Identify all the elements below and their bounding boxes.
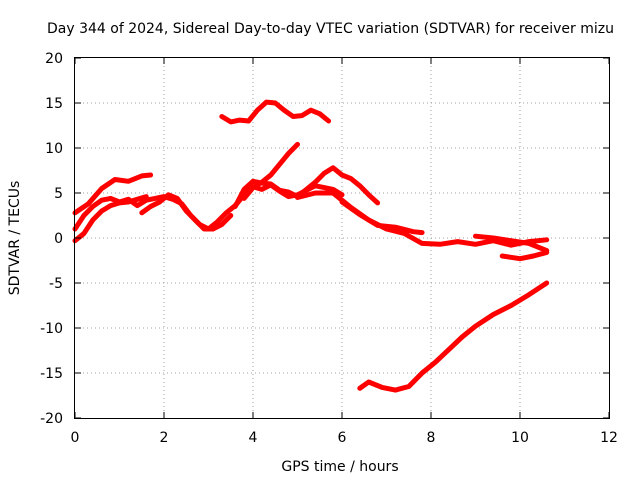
y-tick-label: -15 bbox=[40, 366, 63, 382]
y-tick-label: 10 bbox=[45, 141, 63, 157]
y-tick-label: 20 bbox=[45, 51, 63, 67]
series-arc-10 bbox=[473, 233, 550, 254]
y-tick-label: 0 bbox=[54, 231, 63, 247]
y-tick-label: 5 bbox=[54, 186, 63, 202]
series-layer bbox=[72, 99, 550, 393]
series-arc-11 bbox=[499, 249, 550, 262]
series-arc-6 bbox=[241, 141, 300, 201]
series-arc-12 bbox=[357, 280, 550, 393]
axis-ticks: 0 2 4 6 8 10 12 -20 -15 -10 -5 0 5 10 15 20 bbox=[40, 51, 618, 446]
grid bbox=[75, 58, 609, 418]
plot-frame bbox=[74, 57, 610, 419]
x-tick-label: 4 bbox=[249, 430, 258, 446]
x-tick-label: 10 bbox=[511, 430, 529, 446]
chart-title: Day 344 of 2024, Sidereal Day-to-day VTE… bbox=[47, 21, 614, 37]
series-arc-8 bbox=[295, 190, 550, 248]
x-tick-label: 8 bbox=[427, 430, 436, 446]
x-tick-label: 0 bbox=[71, 430, 80, 446]
x-tick-label: 2 bbox=[160, 430, 169, 446]
y-tick-label: 15 bbox=[45, 96, 63, 112]
series-arc-7 bbox=[232, 165, 381, 209]
series-arc-9 bbox=[339, 199, 425, 236]
y-axis-label: SDTVAR / TECUs bbox=[7, 181, 23, 296]
series-arc-5 bbox=[219, 99, 332, 125]
x-tick-label: 12 bbox=[600, 430, 618, 446]
series-arc-4 bbox=[139, 192, 234, 232]
y-tick-label: -20 bbox=[40, 411, 63, 427]
x-tick-label: 6 bbox=[338, 430, 347, 446]
y-tick-label: -10 bbox=[40, 321, 63, 337]
x-axis-label: GPS time / hours bbox=[281, 459, 398, 475]
series-arc-1 bbox=[72, 172, 154, 216]
y-tick-label: -5 bbox=[49, 276, 63, 292]
series-arc-3 bbox=[72, 194, 149, 244]
